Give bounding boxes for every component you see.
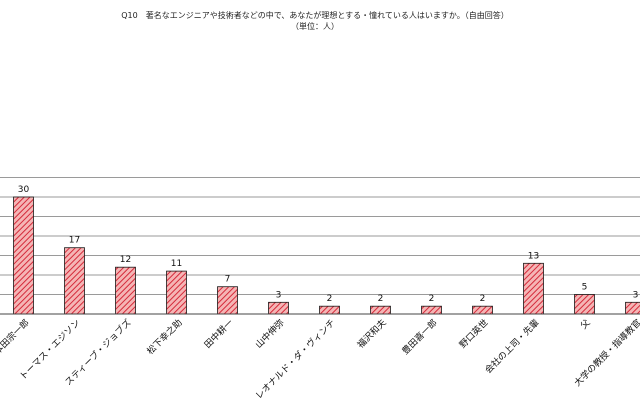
x-tick-label: 野口英世 — [457, 317, 491, 351]
bar — [370, 305, 391, 315]
data-label: 2 — [480, 294, 486, 304]
data-labels: 30 17 12 11 7 3 2 2 2 2 13 5 3 — [18, 185, 639, 304]
data-label: 11 — [171, 259, 182, 269]
bars — [13, 196, 640, 315]
bar — [166, 270, 187, 315]
data-label: 12 — [120, 255, 131, 265]
data-label: 2 — [327, 294, 333, 304]
x-tick-label: レオナルド・ダ・ヴィンチ — [253, 317, 338, 400]
bar — [268, 301, 289, 315]
x-tick-label: 福沢和夫 — [355, 317, 389, 351]
bar — [421, 305, 442, 315]
data-label: 3 — [276, 290, 282, 300]
data-label: 17 — [69, 236, 80, 246]
data-label: 13 — [528, 251, 539, 261]
bar — [13, 196, 34, 315]
bar — [472, 305, 493, 315]
x-tick-label: 本田宗一郎 — [0, 317, 32, 357]
x-tick-label: 松下幸之助 — [144, 317, 184, 357]
data-label: 3 — [633, 290, 639, 300]
gridlines — [0, 177, 640, 295]
data-label: 2 — [429, 294, 435, 304]
bar — [523, 262, 544, 315]
bar — [64, 247, 85, 315]
data-label: 2 — [378, 294, 384, 304]
bar — [574, 294, 595, 315]
chart-subtitle: （単位：人） — [291, 21, 339, 31]
bar — [115, 266, 136, 315]
x-tick-label: 豊田喜一郎 — [399, 317, 439, 357]
chart-title: Q10 著名なエンジニアや技術者などの中で、あなたが理想とする・憧れている人はい… — [121, 10, 509, 20]
x-tick-label: 父 — [578, 317, 592, 331]
bar — [319, 305, 340, 315]
data-label: 5 — [582, 283, 588, 293]
x-tick-label: 会社の上司・先輩 — [482, 317, 541, 376]
bar — [625, 301, 640, 315]
bar — [217, 286, 238, 315]
x-tick-label: 山中伸弥 — [253, 317, 287, 351]
data-label: 30 — [18, 185, 30, 195]
data-label: 7 — [225, 275, 231, 285]
x-tick-label: 田中耕一 — [202, 317, 236, 351]
